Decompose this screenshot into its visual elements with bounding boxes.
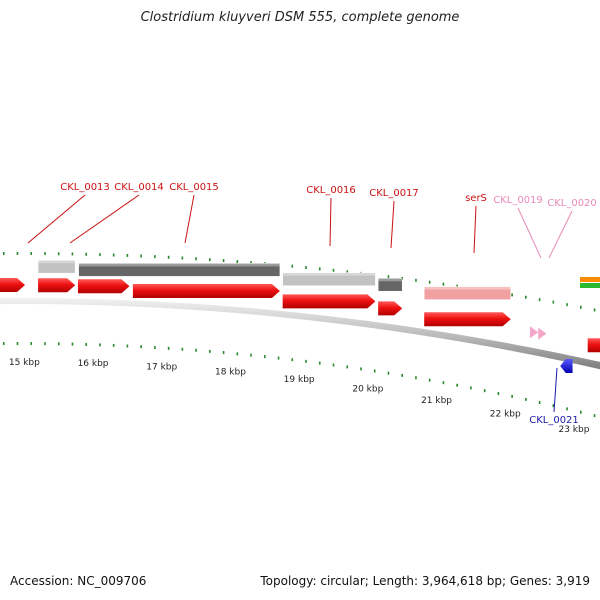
- gene-g15: [132, 283, 280, 298]
- label-leader: [390, 200, 395, 249]
- scale-label: 23 kbp: [558, 425, 589, 435]
- scale-labels: 15 kbp 16 kbp 17 kbp 18 kbp 19 kbp 20 kbp 21 k…: [9, 358, 590, 435]
- gene-label-g13: CKL_0013: [60, 182, 110, 193]
- label-leader: [473, 205, 477, 254]
- gene-g19: [529, 326, 539, 339]
- map-title: Clostridium kluyveri DSM 555, complete g…: [140, 10, 460, 25]
- scale-label: 22 kbp: [490, 409, 521, 419]
- gene-label-g19: CKL_0019: [493, 195, 543, 206]
- gene-g21: [560, 359, 573, 374]
- inner-tick-ring: [2, 342, 596, 418]
- feature-green: [580, 283, 600, 288]
- similarity-highlight: [282, 272, 376, 276]
- scale-label: 16 kbp: [78, 359, 109, 369]
- gene-label-g15: CKL_0015: [169, 182, 219, 193]
- topology-label: Topology: circular; Length: 3,964,618 bp…: [260, 574, 590, 588]
- label-leader: [548, 210, 573, 259]
- similarity-highlight: [38, 260, 76, 264]
- similarity-block: [423, 286, 511, 300]
- label-leader: [69, 194, 140, 244]
- similarity-highlight: [424, 286, 511, 290]
- gene-g17: [378, 301, 403, 316]
- label-leader: [553, 367, 558, 413]
- gene-g16: [282, 294, 376, 309]
- gene-g22: [587, 338, 600, 353]
- similarity-block: [282, 272, 376, 286]
- similarity-block: [37, 259, 76, 274]
- gene-g0: [0, 278, 26, 293]
- scale-label: 15 kbp: [9, 358, 40, 368]
- feature-orange: [580, 277, 600, 282]
- scale-label: 17 kbp: [146, 362, 177, 372]
- gene-g20: [538, 327, 547, 340]
- gene-label-g14: CKL_0014: [114, 182, 164, 193]
- similarity-block: [377, 277, 403, 292]
- right-edge-features: [580, 277, 600, 288]
- gene-track: [0, 278, 600, 374]
- gene-labels: CKL_0013 CKL_0014 CKL_0015 CKL_0016 CKL_0017…: [27, 182, 597, 426]
- label-leader: [184, 194, 195, 244]
- similarity-highlight: [378, 278, 403, 282]
- label-leader: [329, 197, 332, 247]
- gene-label-g17: CKL_0017: [369, 188, 419, 199]
- gene-g18: [424, 312, 511, 327]
- gene-label-g16: CKL_0016: [306, 185, 356, 196]
- gene-label-g21: CKL_0021: [529, 415, 579, 426]
- gene-g14: [77, 279, 130, 294]
- similarity-track: [37, 259, 511, 300]
- scale-label: 21 kbp: [421, 396, 452, 406]
- scale-label: 20 kbp: [352, 384, 383, 394]
- gene-label-g20: CKL_0020: [547, 198, 597, 209]
- label-leader: [517, 207, 542, 259]
- similarity-block: [78, 263, 281, 277]
- gene-label-g18: serS: [465, 193, 487, 204]
- scale-label: 18 kbp: [215, 368, 246, 378]
- label-leader: [27, 194, 86, 244]
- scale-label: 19 kbp: [284, 375, 315, 385]
- accession-label: Accession: NC_009706: [10, 574, 147, 588]
- gene-g13: [38, 278, 76, 293]
- similarity-highlight: [78, 263, 280, 267]
